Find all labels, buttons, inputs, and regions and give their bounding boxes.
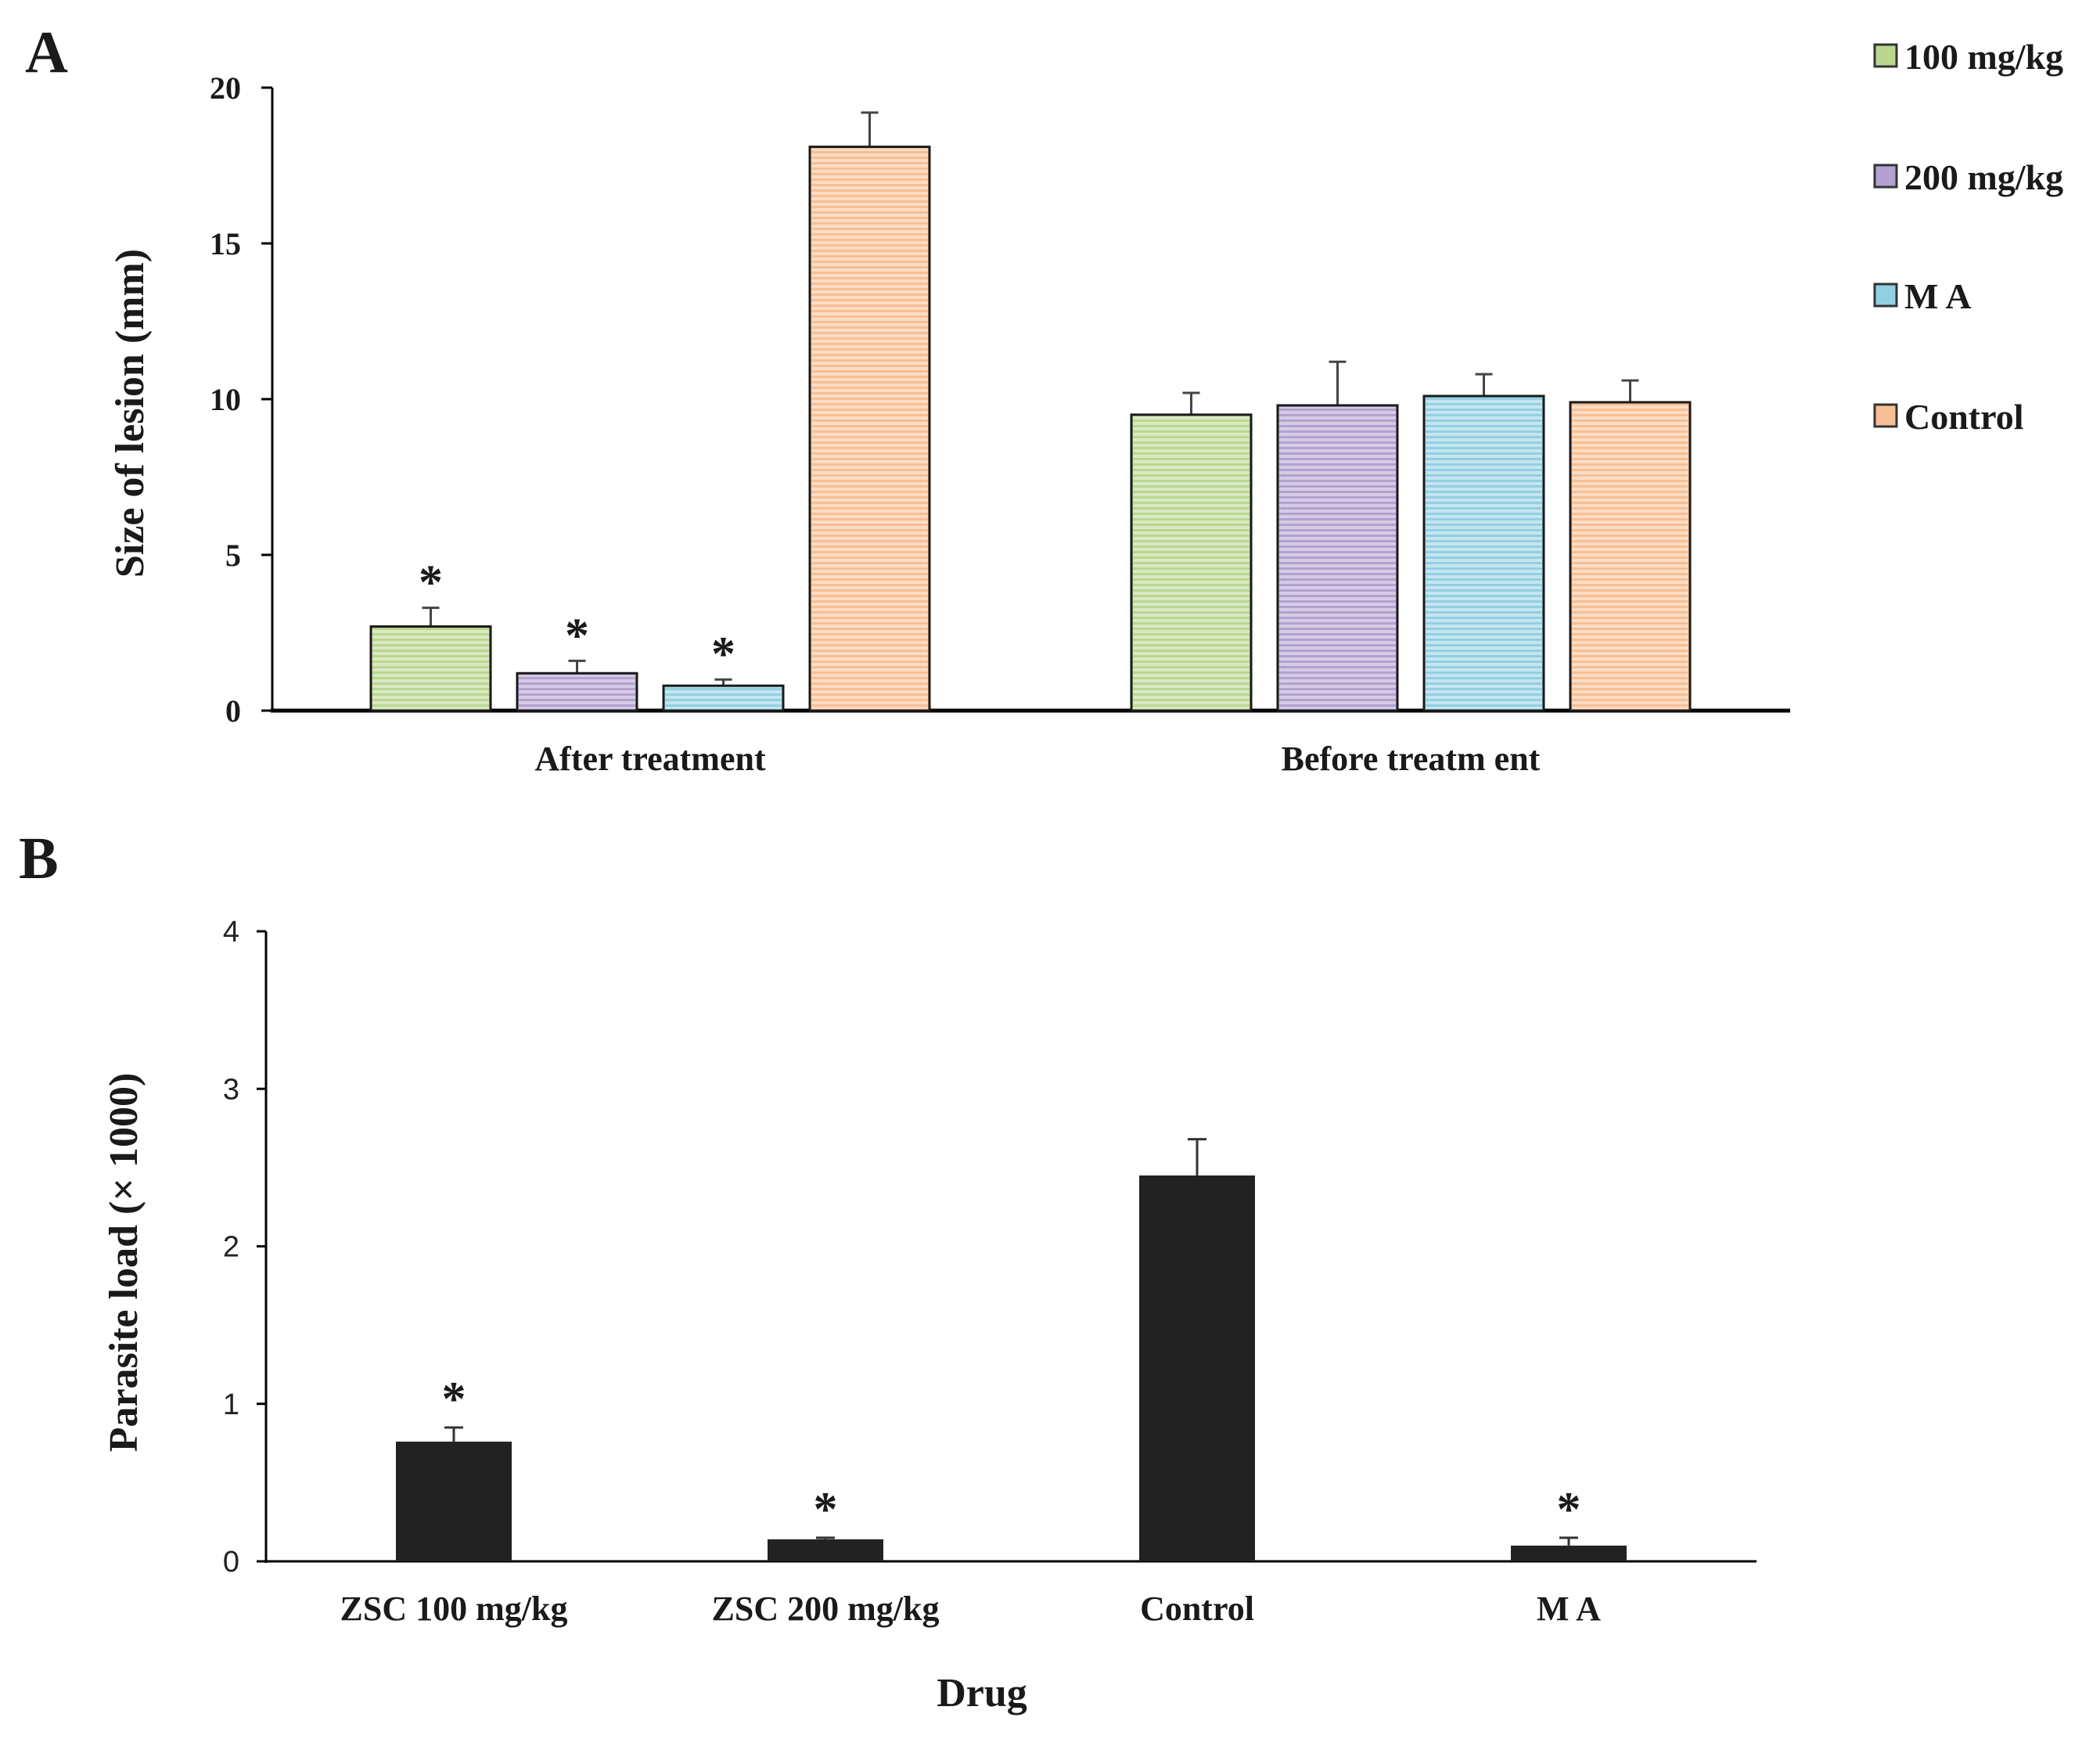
- panel-b-y-tick-label: 1: [223, 1388, 239, 1421]
- panel-a-bar-stripes: [1133, 416, 1250, 709]
- panel-b-category-label: ZSC 100 mg/kg: [340, 1590, 568, 1628]
- panel-b-category-label: M A: [1537, 1590, 1601, 1628]
- panel-a-legend-swatch: [1873, 283, 1898, 308]
- panel-a-legend-label: M A: [1904, 276, 1972, 316]
- panel-a-bar-stripes: [1572, 403, 1688, 709]
- panel-a-y-tick-label: 15: [210, 226, 241, 261]
- panel-a-y-tick-label: 10: [210, 382, 241, 417]
- panel-a-bar-stripes: [519, 675, 635, 709]
- panel-a-significance-star: *: [711, 628, 735, 681]
- panel-b-bar: [768, 1539, 883, 1561]
- panel-b-x-axis-title: Drug: [937, 1671, 1027, 1716]
- panel-a-y-tick-label: 5: [225, 538, 241, 573]
- panel-a-y-tick-label: 0: [225, 693, 241, 729]
- panel-b-y-tick-label: 0: [223, 1546, 239, 1579]
- panel-a-legend-label: Control: [1904, 397, 2024, 437]
- panel-letter-a: A: [25, 20, 68, 85]
- panel-b-y-tick-label: 3: [223, 1073, 239, 1106]
- panel-a-legend-swatch: [1873, 43, 1898, 68]
- panel-a-legend-swatch: [1873, 403, 1898, 428]
- panel-b-significance-star: *: [1557, 1483, 1581, 1536]
- panel-a-legend: 100 mg/kg 200 mg/kg M A Control: [1873, 37, 2063, 437]
- panel-b-category-label: Control: [1140, 1590, 1254, 1628]
- panel-a-bar-stripes: [811, 148, 928, 709]
- panel-a-bar-stripes: [372, 628, 489, 709]
- panel-letter-b: B: [19, 826, 59, 891]
- panel-a-y-axis-title: Size of lesion (mm): [108, 249, 153, 578]
- panel-a-significance-star: *: [419, 556, 443, 610]
- panel-b-bar: [1139, 1175, 1255, 1561]
- panel-b-category-label: ZSC 200 mg/kg: [712, 1590, 940, 1628]
- panel-a-legend-swatch: [1873, 164, 1898, 189]
- panel-a-chart: Size of lesion (mm) 100 mg/kg 200 mg/kg M …: [108, 37, 2063, 778]
- panel-a-bar-stripes: [1426, 398, 1542, 709]
- panel-a-legend-label: 100 mg/kg: [1904, 37, 2063, 77]
- panel-b-y-tick-label: 2: [223, 1231, 239, 1264]
- panel-a-legend-label: 200 mg/kg: [1904, 157, 2063, 197]
- panel-a-bar-stripes: [665, 687, 782, 709]
- panel-a-bar-stripes: [1279, 406, 1396, 709]
- panel-b-chart: Parasite load (× 1000) Drug 0 1 2 3 4 * ZSC 10…: [102, 916, 1757, 1716]
- panel-a-category-label: Before treatm ent: [1282, 740, 1541, 778]
- panel-b-significance-star: *: [814, 1483, 838, 1536]
- panel-b-bar: [396, 1442, 512, 1561]
- panel-a-y-tick-label: 20: [210, 70, 241, 106]
- panel-a-category-label: After treatment: [534, 740, 766, 778]
- panel-b-y-tick-label: 4: [223, 916, 239, 949]
- panel-b-y-axis-title: Parasite load (× 1000): [102, 1073, 146, 1453]
- panel-a-significance-star: *: [565, 609, 589, 662]
- panel-b-bar: [1511, 1545, 1627, 1561]
- panel-b-significance-star: *: [442, 1373, 466, 1426]
